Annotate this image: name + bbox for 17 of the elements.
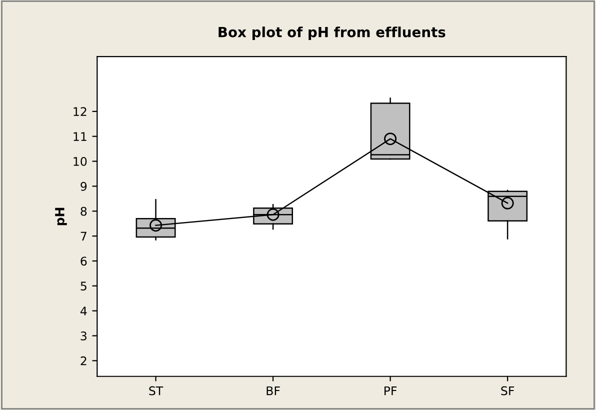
x-tick-label: ST	[149, 386, 164, 396]
y-tick-label: 9	[80, 182, 87, 191]
chart-title: Box plot of pH from effluents	[218, 26, 446, 40]
y-axis-title: pH	[55, 208, 67, 226]
y-tick-label: 6	[80, 256, 87, 266]
x-tick-label: SF	[501, 386, 514, 396]
y-tick-label: 8	[80, 206, 87, 216]
y-tick-label: 4	[80, 306, 87, 316]
x-tick-label: PF	[384, 386, 397, 396]
y-tick-label: 10	[74, 156, 87, 166]
y-tick-label: 3	[80, 331, 86, 340]
y-tick-label: 5	[80, 282, 86, 291]
y-tick-label: 2	[80, 356, 86, 366]
x-tick-label: BF	[266, 386, 280, 396]
y-tick-label: 11	[74, 132, 86, 141]
y-tick-label: 12	[74, 107, 86, 116]
y-tick-label: 7	[80, 232, 86, 241]
